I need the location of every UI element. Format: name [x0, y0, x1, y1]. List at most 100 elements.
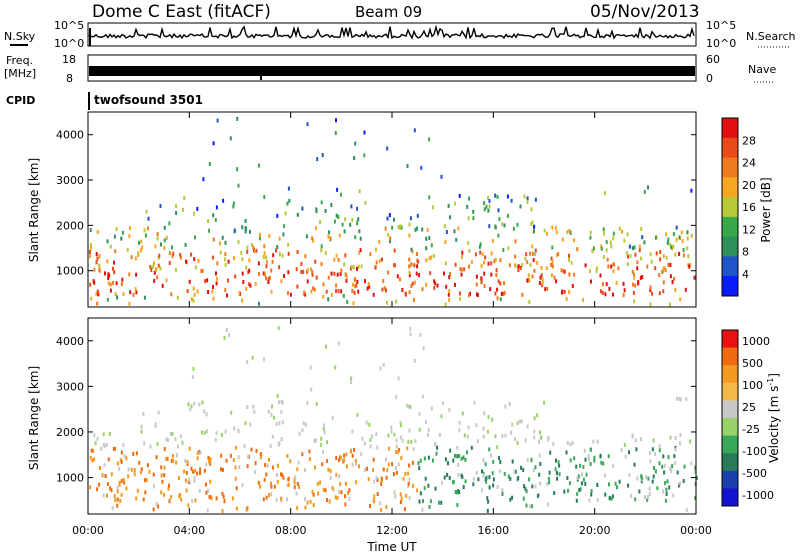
range-gate-cell	[130, 467, 133, 472]
range-gate-cell	[514, 436, 516, 441]
range-gate-cell	[203, 409, 206, 414]
range-gate-cell	[263, 357, 265, 362]
range-gate-cell	[322, 294, 325, 299]
range-gate-cell	[267, 280, 270, 284]
range-gate-cell	[503, 281, 505, 286]
range-gate-cell	[333, 257, 336, 262]
range-gate-cell	[514, 239, 517, 244]
range-gate-cell	[287, 242, 290, 247]
range-gate-cell	[306, 500, 309, 505]
colorbar-segment	[722, 137, 738, 159]
range-gate-cell	[464, 457, 467, 462]
range-gate-cell	[636, 476, 639, 481]
range-gate-cell	[496, 484, 499, 489]
range-gate-cell	[425, 420, 427, 424]
range-gate-cell	[286, 497, 288, 502]
range-gate-cell	[237, 429, 240, 434]
range-gate-cell	[212, 296, 215, 301]
range-gate-cell	[670, 244, 673, 249]
range-gate-cell	[149, 265, 152, 269]
range-gate-cell	[520, 419, 523, 424]
range-gate-cell	[344, 272, 347, 277]
range-gate-cell	[270, 492, 273, 497]
range-gate-cell	[203, 430, 206, 435]
range-gate-cell	[184, 242, 187, 247]
colorbar-tick-label: 4	[742, 268, 749, 281]
range-gate-cell	[169, 431, 172, 436]
range-gate-cell	[191, 498, 194, 503]
range-gate-cell	[334, 131, 337, 135]
range-gate-cell	[183, 196, 186, 200]
range-gate-cell	[438, 500, 441, 505]
colorbar-segment	[722, 236, 738, 257]
range-gate-cell	[665, 492, 668, 496]
range-gate-cell	[484, 477, 487, 482]
x-tick-label: 08:00	[275, 524, 307, 537]
range-gate-cell	[676, 470, 679, 475]
range-gate-cell	[322, 423, 325, 428]
freq-tick-bottom: 8	[66, 72, 73, 85]
range-gate-cell	[244, 421, 247, 426]
colorbar-tick-label: 16	[742, 201, 756, 214]
range-gate-cell	[603, 191, 606, 196]
range-gate-cell	[98, 268, 101, 273]
range-gate-cell	[150, 268, 153, 272]
range-gate-cell	[120, 236, 123, 241]
range-gate-cell	[427, 432, 430, 437]
range-gate-cell	[680, 230, 683, 235]
range-gate-cell	[214, 437, 217, 442]
range-gate-cell	[632, 282, 634, 287]
range-gate-cell	[483, 201, 486, 206]
range-gate-cell	[278, 441, 281, 446]
range-gate-cell	[364, 468, 367, 472]
range-gate-cell	[363, 130, 366, 135]
range-gate-cell	[669, 274, 672, 279]
range-gate-cell	[293, 477, 296, 482]
range-gate-cell	[531, 274, 534, 279]
range-gate-cell	[543, 228, 546, 233]
range-gate-cell	[494, 291, 497, 296]
range-gate-cell	[617, 266, 620, 271]
range-gate-cell	[168, 483, 170, 488]
range-gate-cell	[294, 475, 297, 480]
range-gate-cell	[521, 263, 524, 267]
range-gate-cell	[649, 302, 652, 307]
range-gate-cell	[462, 455, 465, 460]
range-gate-cell	[141, 245, 144, 250]
range-gate-cell	[513, 469, 516, 474]
range-gate-cell	[509, 476, 512, 481]
range-gate-cell	[111, 506, 114, 511]
range-gate-cell	[246, 405, 249, 410]
range-gate-cell	[244, 226, 247, 230]
range-gate-cell	[205, 490, 208, 495]
range-gate-cell	[631, 434, 634, 439]
range-gate-cell	[129, 290, 132, 295]
range-gate-cell	[120, 492, 123, 497]
range-gate-cell	[404, 291, 407, 296]
range-gate-cell	[295, 267, 298, 272]
range-gate-cell	[387, 270, 390, 275]
range-gate-cell	[690, 233, 693, 238]
range-gate-cell	[251, 355, 254, 360]
range-gate-cell	[259, 484, 262, 489]
range-gate-cell	[93, 457, 96, 462]
range-gate-cell	[193, 401, 196, 406]
range-gate-cell	[662, 280, 665, 285]
range-gate-cell	[268, 493, 271, 498]
range-gate-cell	[245, 265, 248, 270]
range-gate-cell	[246, 249, 249, 254]
range-gate-cell	[519, 204, 522, 209]
range-gate-cell	[454, 490, 457, 494]
range-gate-cell	[393, 248, 396, 253]
range-gate-cell	[680, 397, 682, 402]
range-gate-cell	[494, 257, 497, 262]
range-gate-cell	[536, 260, 539, 265]
range-gate-cell	[526, 260, 529, 265]
velocity-heatmap	[89, 326, 698, 513]
range-gate-cell	[634, 438, 637, 443]
range-gate-cell	[690, 461, 693, 466]
range-gate-cell	[661, 270, 664, 275]
range-gate-cell	[187, 503, 190, 508]
range-gate-cell	[520, 465, 523, 470]
range-gate-cell	[612, 463, 615, 468]
